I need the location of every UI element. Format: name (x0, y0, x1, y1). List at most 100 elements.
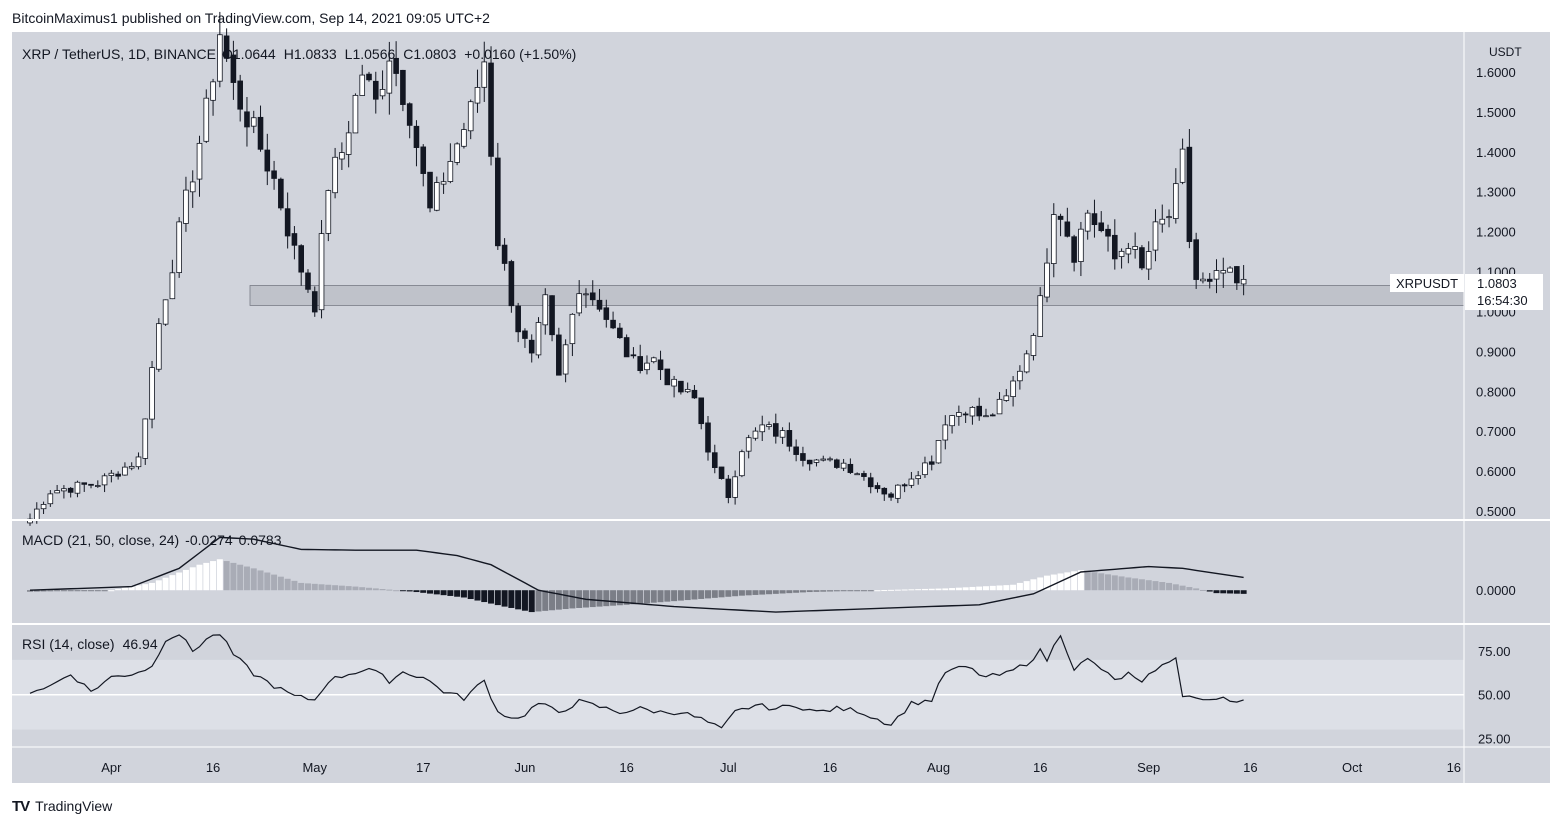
candle-body (162, 299, 169, 325)
price-axis-tick: 0.6000 (1476, 464, 1516, 479)
candle (603, 299, 610, 328)
macd-bar (501, 590, 508, 607)
candle-body (1186, 146, 1193, 242)
candle (142, 418, 149, 465)
candle (54, 484, 60, 494)
candle-body (1193, 239, 1199, 280)
macd-bar (555, 590, 562, 610)
macd-bar (115, 589, 122, 591)
macd-bar (108, 590, 115, 592)
candle (1234, 266, 1240, 290)
macd-bar (386, 589, 393, 591)
candle (949, 414, 955, 434)
candle-body (644, 362, 650, 371)
macd-bar (650, 590, 657, 603)
candle (1179, 138, 1186, 185)
candle (393, 41, 399, 87)
macd-bar (732, 590, 739, 597)
candle (467, 99, 474, 140)
candle-body (1050, 214, 1057, 264)
tradingview-logo-icon[interactable]: TV (12, 797, 30, 815)
candle (962, 411, 969, 423)
candles (27, 11, 1247, 526)
candle-body (108, 472, 115, 476)
candle (881, 487, 888, 501)
symbol-tag-bg (1390, 274, 1464, 292)
candle (339, 142, 345, 170)
candle-body (420, 146, 427, 174)
macd-bar (657, 590, 664, 603)
macd-bar (569, 590, 576, 609)
macd-bar (1125, 577, 1132, 591)
macd-axis-bg (1464, 521, 1550, 623)
candle-body (1057, 215, 1064, 220)
macd-bar (799, 590, 806, 593)
macd-bar (962, 587, 969, 591)
candle (739, 449, 745, 478)
macd-bar (813, 590, 820, 592)
macd-bar (1213, 590, 1220, 594)
candle-body (522, 330, 528, 339)
chart-canvas[interactable]: 0.50000.60000.70000.80000.90001.00001.10… (0, 0, 1562, 790)
candle (447, 143, 454, 184)
macd-bar (623, 590, 630, 605)
candle (1078, 221, 1084, 277)
candle (935, 440, 942, 464)
candle (305, 269, 311, 293)
macd-bar (60, 590, 67, 592)
candle (834, 458, 840, 469)
macd-bar (250, 568, 257, 591)
candle (583, 288, 589, 308)
macd-histogram (27, 559, 1247, 613)
time-axis-tick: 17 (416, 760, 430, 775)
candle (908, 471, 915, 489)
macd-bar (101, 590, 108, 592)
rsi-axis-bg (1464, 625, 1550, 747)
candle-body (650, 357, 657, 363)
macd-bar (237, 564, 244, 591)
candle-body (467, 101, 474, 132)
macd-bar (698, 590, 705, 599)
macd-bar (989, 585, 996, 591)
macd-bar (1071, 571, 1078, 591)
macd-bar (1179, 585, 1186, 591)
candle (149, 360, 155, 429)
candle (630, 347, 637, 359)
candle-body (908, 478, 915, 486)
candle-body (976, 405, 982, 417)
candle (773, 413, 779, 444)
macd-bar (881, 590, 888, 592)
support-zone[interactable] (249, 285, 1465, 306)
macd-bar (1010, 584, 1017, 591)
macd-bar (121, 587, 128, 591)
macd-bar (359, 587, 366, 591)
macd-bar (128, 586, 135, 591)
candle (854, 472, 860, 476)
candle-body (996, 398, 1003, 415)
candle-body (773, 423, 779, 437)
candle (942, 415, 949, 450)
candle-body (556, 334, 562, 376)
price-axis-tick: 1.5000 (1476, 105, 1516, 120)
candle-body (1234, 266, 1240, 284)
candle-body (1037, 295, 1044, 337)
candle-body (74, 481, 81, 494)
candle (488, 46, 494, 166)
macd-bar (230, 562, 237, 591)
macd-bar (901, 589, 908, 591)
candle-body (888, 493, 894, 498)
candle-body (732, 476, 738, 498)
candle-body (311, 291, 318, 313)
candle (806, 459, 813, 471)
candle (1220, 257, 1227, 288)
candle-body (739, 451, 745, 477)
legend-o-value: 1.0644 (233, 46, 276, 62)
macd-bar (189, 567, 196, 591)
price-axis-tick: 1.2000 (1476, 225, 1516, 240)
macd-bar (169, 575, 176, 591)
macd-bar (1030, 579, 1037, 591)
tradingview-brand[interactable]: TradingView (35, 798, 113, 814)
macd-bar (47, 590, 54, 592)
candle-body (169, 272, 176, 300)
macd-bar (820, 590, 827, 592)
